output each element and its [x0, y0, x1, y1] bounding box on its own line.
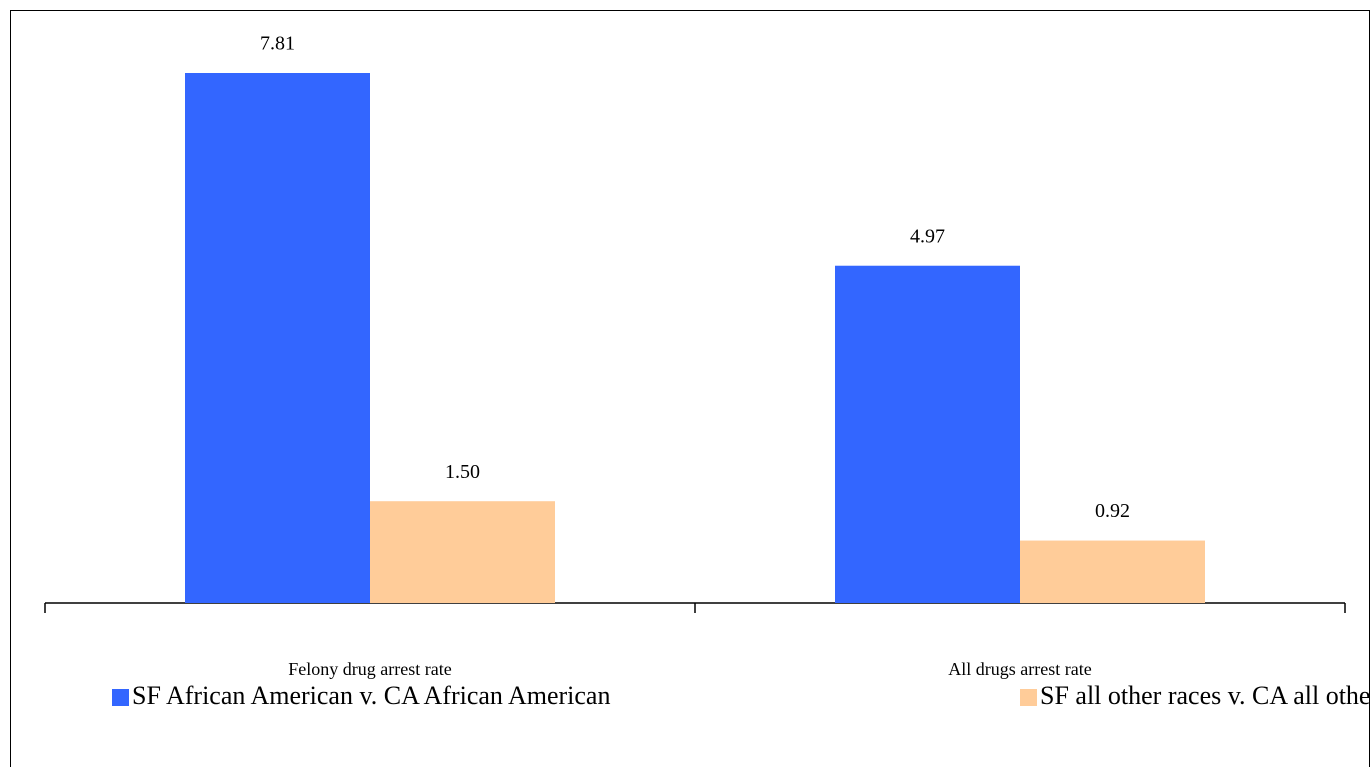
x-tick-label: All drugs arrest rate: [948, 659, 1091, 679]
data-label: 7.81: [260, 33, 295, 55]
data-label: 1.50: [445, 461, 480, 483]
data-label: 0.92: [1095, 500, 1130, 522]
chart-border: [10, 10, 1370, 767]
legend-label: SF African American v. CA African Americ…: [132, 681, 610, 710]
bar: [370, 501, 555, 603]
bar: [1020, 540, 1205, 603]
bar: [185, 73, 370, 603]
legend-swatch: [1020, 689, 1037, 706]
bar: [835, 265, 1020, 603]
legend-swatch: [112, 689, 129, 706]
legend-label: SF all other races v. CA all other races: [1040, 681, 1371, 710]
data-label: 4.97: [910, 225, 945, 247]
x-tick-label: Felony drug arrest rate: [288, 659, 451, 679]
